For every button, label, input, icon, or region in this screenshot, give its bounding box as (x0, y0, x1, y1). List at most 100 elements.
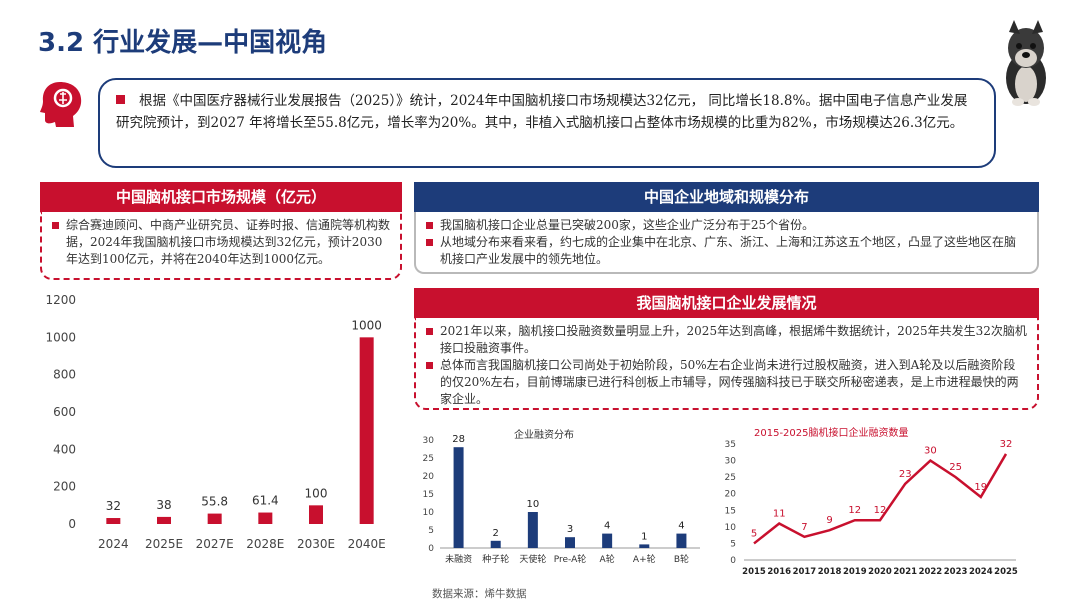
brain-head-icon (40, 82, 82, 127)
x-tick-label: Pre-A轮 (554, 553, 587, 565)
x-tick-label: 未融资 (445, 553, 472, 565)
x-tick-label: 2024 (98, 537, 129, 551)
y-tick-label: 10 (725, 523, 737, 533)
market-size-chart: 0 200 400 600 800 1000 1200 32 2024 38 2025E 55.8 20… (45, 293, 386, 551)
y-tick-label: 0 (730, 556, 736, 566)
bar (602, 533, 613, 548)
data-label: 4 (604, 521, 610, 532)
bar (359, 337, 374, 524)
data-label: 19 (974, 482, 987, 493)
x-tick-label: 2017 (793, 567, 817, 577)
x-tick-label: 2015 (742, 567, 766, 577)
data-label: 12 (874, 505, 887, 516)
y-tick-label: 1200 (45, 293, 76, 307)
data-label: 2 (493, 528, 499, 539)
data-label: 28 (452, 434, 465, 445)
y-tick-label: 35 (725, 440, 736, 450)
page-title: 3.2 行业发展—中国视角 (38, 28, 328, 58)
y-tick-label: 600 (53, 405, 76, 419)
bar (106, 518, 121, 524)
data-label: 100 (305, 486, 328, 500)
summary-box: 根据《中国医疗器械行业发展报告（2025）》统计，2024年中国脑机接口市场规模… (98, 78, 996, 168)
x-tick-label: 2024 (969, 567, 993, 577)
x-tick-label: 2021 (893, 567, 917, 577)
summary-text: 根据《中国医疗器械行业发展报告（2025）》统计，2024年中国脑机接口市场规模… (116, 93, 968, 131)
data-label: 23 (899, 469, 912, 480)
y-tick-label: 10 (423, 508, 435, 518)
x-tick-label: 2025 (994, 567, 1018, 577)
bar (639, 544, 650, 548)
x-tick-label: 天使轮 (519, 553, 546, 565)
y-tick-label: 15 (423, 490, 434, 500)
y-tick-label: 0 (68, 517, 76, 531)
data-label: 7 (801, 522, 807, 533)
region-header: 中国企业地域和规模分布 (414, 182, 1039, 212)
y-tick-label: 15 (725, 506, 736, 516)
data-label: 30 (924, 446, 937, 457)
y-tick-label: 0 (428, 544, 434, 554)
y-tick-label: 25 (725, 473, 736, 483)
dog-mascot-icon (1006, 20, 1046, 106)
data-label: 1 (641, 531, 647, 542)
x-tick-label: 2028E (246, 537, 284, 551)
bar (676, 533, 687, 548)
bar (258, 512, 273, 524)
x-tick-label: 2022 (919, 567, 943, 577)
x-tick-label: A轮 (600, 553, 615, 565)
series-line (753, 453, 1008, 545)
financing-distribution-chart: 企业融资分布 0 5 10 15 20 25 30 28 未融资 2 种子轮 10 天使轮 3 Pre-A轮 4… (423, 428, 700, 565)
development-header: 我国脑机接口企业发展情况 (414, 288, 1039, 318)
x-tick-label: B轮 (674, 553, 689, 565)
x-tick-label: 2020 (868, 567, 892, 577)
summary-bullet (116, 95, 125, 104)
x-tick-label: 2023 (944, 567, 968, 577)
data-label: 10 (526, 499, 539, 510)
y-tick-label: 20 (423, 472, 435, 482)
bar (309, 505, 323, 524)
chart-title: 企业融资分布 (514, 428, 574, 441)
data-label: 25 (949, 462, 962, 473)
data-label: 61.4 (252, 494, 279, 508)
market-size-box: 综合赛迪顾问、中商产业研究员、证券时报、信通院等机构数据，2024年我国脑机接口… (40, 212, 402, 280)
bar (157, 516, 171, 524)
data-label: 5 (751, 528, 757, 539)
chart-title: 2015-2025脑机接口企业融资数量 (754, 426, 909, 439)
bar (527, 512, 538, 548)
y-tick-label: 1000 (45, 330, 76, 344)
x-tick-label: 2025E (145, 537, 183, 551)
bar (207, 513, 222, 524)
data-label: 32 (1000, 439, 1013, 450)
data-label: 38 (156, 498, 171, 512)
data-label: 12 (848, 505, 861, 516)
y-tick-label: 25 (423, 454, 434, 464)
x-tick-label: A+轮 (633, 553, 656, 565)
y-tick-label: 30 (423, 436, 435, 446)
x-tick-label: 2018 (818, 567, 842, 577)
source-note: 数据来源：烯牛数据 (432, 588, 527, 600)
x-tick-label: 2019 (843, 567, 867, 577)
region-item-2: 从地域分布来看来看，约七成的企业集中在北京、广东、浙江、上海和江苏这五个地区，凸… (426, 234, 1027, 268)
x-tick-label: 2040E (348, 537, 386, 551)
x-tick-label: 种子轮 (482, 553, 509, 565)
bar (565, 537, 575, 548)
development-box: 2021年以来，脑机接口投融资数量明显上升，2025年达到高峰，根据烯牛数据统计… (414, 318, 1039, 410)
x-tick-label: 2027E (196, 537, 234, 551)
y-tick-label: 5 (730, 539, 736, 549)
data-label: 11 (773, 509, 786, 520)
region-box: 我国脑机接口企业总量已突破200家，这些企业广泛分布于25个省份。 从地域分布来… (414, 212, 1039, 274)
development-item-2: 总体而言我国脑机接口公司尚处于初始阶段，50%左右企业尚未进行过股权融资，进入到… (426, 357, 1027, 408)
region-item-1: 我国脑机接口企业总量已突破200家，这些企业广泛分布于25个省份。 (426, 217, 1027, 234)
y-tick-label: 200 (53, 480, 76, 494)
bar (490, 540, 501, 548)
market-size-header: 中国脑机接口市场规模（亿元） (40, 182, 402, 212)
data-label: 55.8 (201, 495, 228, 509)
bar (453, 447, 464, 548)
y-tick-label: 800 (53, 368, 76, 382)
y-tick-label: 400 (53, 442, 76, 456)
data-label: 4 (678, 521, 684, 532)
data-label: 32 (106, 499, 121, 513)
y-tick-label: 30 (725, 457, 737, 467)
data-label: 1000 (351, 318, 382, 332)
x-tick-label: 2030E (297, 537, 335, 551)
y-tick-label: 20 (725, 490, 737, 500)
